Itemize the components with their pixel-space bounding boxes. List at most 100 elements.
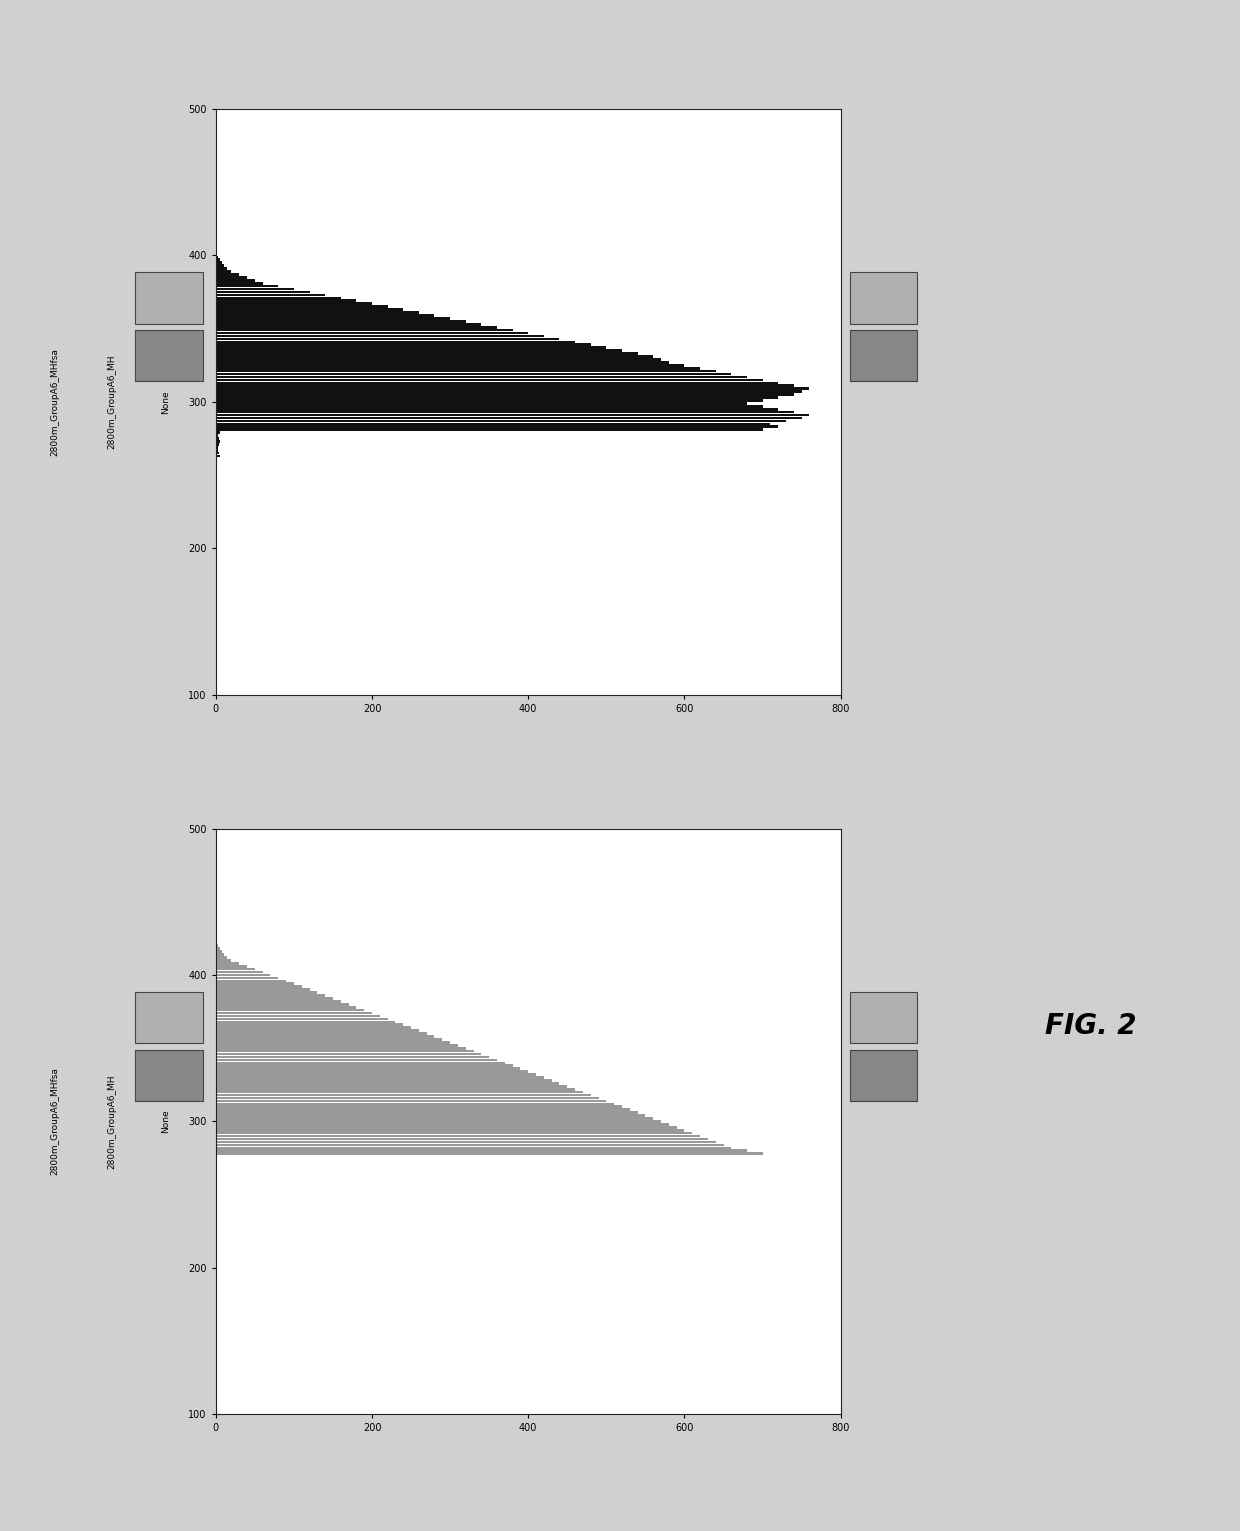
Bar [216, 355, 653, 358]
Bar [216, 951, 222, 952]
Bar [216, 407, 779, 410]
Bar [135, 331, 203, 381]
Bar [216, 1102, 614, 1105]
Bar [216, 314, 434, 317]
Bar [849, 992, 916, 1043]
Bar [216, 1096, 599, 1099]
Bar [216, 352, 637, 355]
Text: 2800m_GroupA6_MHfsa: 2800m_GroupA6_MHfsa [51, 1067, 60, 1176]
Bar [216, 1070, 528, 1073]
Bar [216, 1131, 692, 1134]
Bar [216, 291, 310, 294]
Bar [216, 1115, 645, 1118]
Bar [216, 262, 222, 263]
Bar [216, 1047, 466, 1050]
Bar [216, 326, 497, 329]
Bar [216, 317, 450, 320]
Bar [216, 279, 255, 282]
Bar [216, 1124, 668, 1125]
Bar [216, 367, 701, 369]
Bar [216, 285, 278, 288]
Bar [216, 1006, 356, 1009]
Bar [216, 340, 575, 343]
Bar [216, 419, 786, 423]
Bar [216, 955, 227, 958]
Bar [135, 273, 203, 323]
Bar [216, 983, 294, 984]
Bar [216, 416, 801, 419]
Bar [216, 265, 223, 266]
Bar [216, 432, 219, 433]
Bar [216, 282, 263, 285]
Bar [216, 442, 219, 446]
Bar [216, 1032, 427, 1035]
Bar [216, 426, 779, 429]
Bar [216, 438, 219, 439]
Bar [216, 1099, 606, 1102]
Bar [216, 273, 239, 276]
Bar [216, 1064, 512, 1067]
Bar [216, 1150, 746, 1151]
Bar [216, 413, 810, 416]
Bar [216, 429, 763, 432]
Bar [216, 1108, 630, 1112]
Bar [216, 1056, 489, 1058]
Bar [216, 423, 770, 426]
Bar [216, 991, 317, 994]
Bar [216, 449, 218, 452]
Bar [216, 259, 219, 262]
Bar [216, 961, 239, 965]
Bar [216, 1093, 590, 1096]
Bar [216, 435, 218, 436]
Bar [849, 273, 916, 323]
Bar [216, 1105, 622, 1108]
Bar [216, 1153, 763, 1154]
Bar [135, 1050, 203, 1101]
Bar [216, 375, 746, 378]
Bar [216, 439, 219, 442]
Bar [216, 1029, 419, 1032]
Bar [216, 1118, 653, 1119]
Bar [216, 1012, 372, 1015]
Bar [216, 968, 255, 971]
Bar [216, 343, 590, 346]
Text: None: None [161, 390, 170, 413]
Bar [216, 323, 481, 326]
Bar [849, 331, 916, 381]
Bar [216, 1003, 348, 1006]
Bar [216, 335, 544, 337]
Bar [216, 305, 388, 308]
Bar [216, 364, 684, 366]
Bar [216, 965, 247, 968]
Bar [216, 276, 247, 279]
Text: None: None [161, 1110, 170, 1133]
Bar [216, 268, 227, 269]
Bar [216, 1053, 481, 1055]
Bar [216, 393, 794, 397]
Bar [216, 253, 217, 256]
Bar [216, 1092, 583, 1093]
Bar [216, 361, 668, 364]
Bar [216, 381, 779, 384]
Bar [216, 294, 325, 297]
Bar [216, 403, 746, 404]
Bar [216, 397, 779, 398]
Bar [216, 1144, 724, 1147]
Bar [216, 303, 372, 305]
Bar [216, 406, 763, 407]
Bar [216, 1082, 559, 1084]
Bar [216, 387, 810, 390]
Bar [216, 1058, 497, 1061]
Bar [216, 329, 512, 331]
Bar [216, 1112, 637, 1115]
Bar [216, 1035, 434, 1038]
Bar [216, 945, 218, 948]
Bar [216, 974, 270, 977]
Bar [216, 256, 218, 259]
Bar [216, 1138, 708, 1141]
Bar [216, 986, 301, 987]
Bar [216, 297, 341, 299]
Bar [216, 371, 715, 372]
Bar [216, 358, 661, 361]
Bar [216, 332, 528, 334]
